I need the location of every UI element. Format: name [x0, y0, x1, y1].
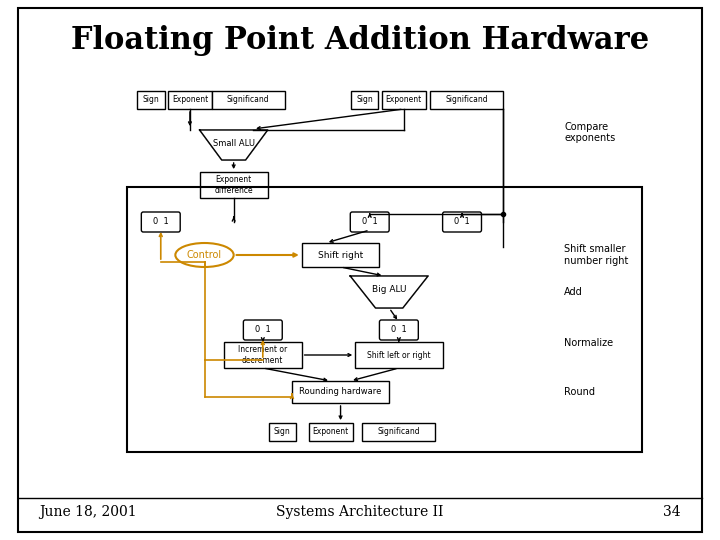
Text: Shift smaller
number right: Shift smaller number right [564, 244, 629, 266]
FancyBboxPatch shape [379, 320, 418, 340]
Text: Significand: Significand [446, 96, 488, 105]
FancyBboxPatch shape [138, 91, 165, 109]
Text: Exponent
difference: Exponent difference [215, 176, 253, 195]
Text: Rounding hardware: Rounding hardware [300, 388, 382, 396]
Ellipse shape [176, 243, 234, 267]
Text: Add: Add [564, 287, 583, 297]
Text: 0  1: 0 1 [454, 218, 470, 226]
FancyBboxPatch shape [168, 91, 212, 109]
Text: Normalize: Normalize [564, 338, 613, 348]
Text: 0  1: 0 1 [362, 218, 377, 226]
FancyBboxPatch shape [18, 8, 702, 532]
FancyBboxPatch shape [212, 91, 284, 109]
FancyBboxPatch shape [355, 342, 443, 368]
Text: Exponent: Exponent [386, 96, 422, 105]
FancyBboxPatch shape [243, 320, 282, 340]
FancyBboxPatch shape [351, 91, 379, 109]
FancyBboxPatch shape [141, 212, 180, 232]
Text: Small ALU: Small ALU [212, 138, 255, 147]
Text: Exponent: Exponent [172, 96, 208, 105]
Text: Round: Round [564, 387, 595, 397]
FancyBboxPatch shape [431, 91, 503, 109]
Text: Significand: Significand [377, 428, 420, 436]
FancyBboxPatch shape [224, 342, 302, 368]
FancyBboxPatch shape [199, 172, 268, 198]
Text: Shift right: Shift right [318, 251, 363, 260]
Text: Significand: Significand [227, 96, 269, 105]
FancyBboxPatch shape [302, 243, 379, 267]
Text: Control: Control [187, 250, 222, 260]
Text: Exponent: Exponent [312, 428, 349, 436]
Polygon shape [351, 276, 428, 308]
Text: Sign: Sign [143, 96, 159, 105]
Text: Sign: Sign [274, 428, 291, 436]
Text: 0  1: 0 1 [391, 326, 407, 334]
Text: Systems Architecture II: Systems Architecture II [276, 505, 444, 519]
FancyBboxPatch shape [309, 423, 353, 441]
Text: Shift left or right: Shift left or right [367, 350, 431, 360]
Text: 34: 34 [663, 505, 680, 519]
FancyBboxPatch shape [269, 423, 296, 441]
Text: Increment or
decrement: Increment or decrement [238, 345, 287, 364]
Text: Floating Point Addition Hardware: Floating Point Addition Hardware [71, 24, 649, 56]
Text: Big ALU: Big ALU [372, 286, 406, 294]
FancyBboxPatch shape [382, 91, 426, 109]
Text: Sign: Sign [356, 96, 373, 105]
FancyBboxPatch shape [292, 381, 389, 403]
FancyBboxPatch shape [443, 212, 482, 232]
Text: 0  1: 0 1 [153, 218, 168, 226]
FancyBboxPatch shape [362, 423, 436, 441]
Polygon shape [199, 130, 268, 160]
FancyBboxPatch shape [351, 212, 389, 232]
Text: June 18, 2001: June 18, 2001 [40, 505, 137, 519]
Text: 0  1: 0 1 [255, 326, 271, 334]
Text: Compare
exponents: Compare exponents [564, 122, 616, 143]
